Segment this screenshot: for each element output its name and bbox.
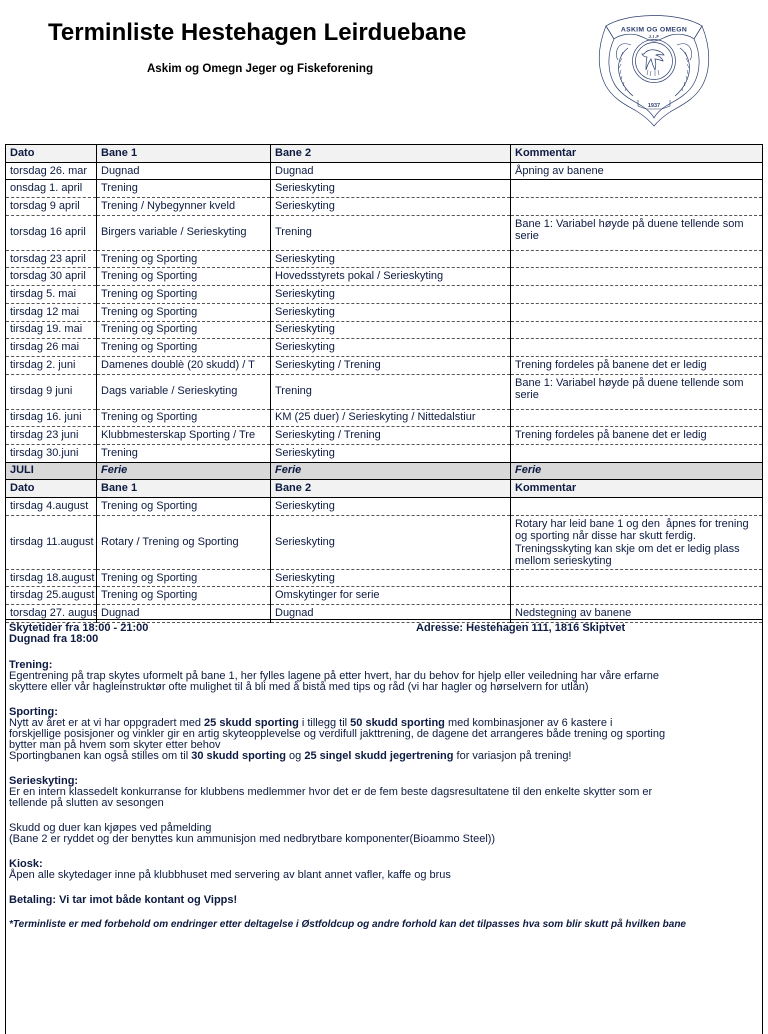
svg-text:1937: 1937 xyxy=(648,103,660,109)
svg-text:J.I.F: J.I.F xyxy=(648,34,659,39)
svg-text:ASKIM OG OMEGN: ASKIM OG OMEGN xyxy=(621,27,687,34)
